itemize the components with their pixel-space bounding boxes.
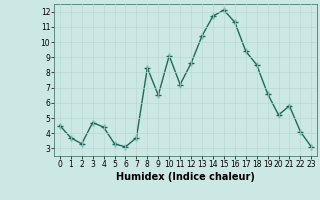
X-axis label: Humidex (Indice chaleur): Humidex (Indice chaleur) <box>116 172 255 182</box>
